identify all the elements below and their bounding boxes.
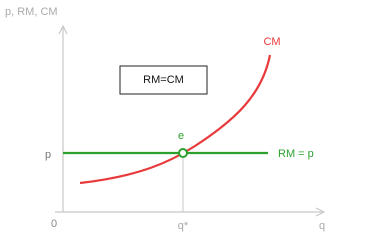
x-axis-label: q	[319, 220, 325, 232]
condition-box	[119, 65, 208, 95]
x-axis-arrow	[315, 207, 326, 217]
p-label: p	[45, 149, 51, 161]
point-label: e	[178, 130, 184, 142]
cm-curve	[79, 54, 272, 185]
rm-label: RM = p	[278, 148, 314, 160]
y-axis-label: p, RM, CM	[5, 6, 58, 18]
equilibrium-point	[178, 148, 188, 158]
origin-label: 0	[51, 218, 57, 230]
condition-text: RM=CM	[143, 74, 184, 86]
cm-label: CM	[263, 36, 280, 48]
y-axis-arrow	[58, 24, 68, 35]
q-star-label: q*	[178, 220, 189, 232]
